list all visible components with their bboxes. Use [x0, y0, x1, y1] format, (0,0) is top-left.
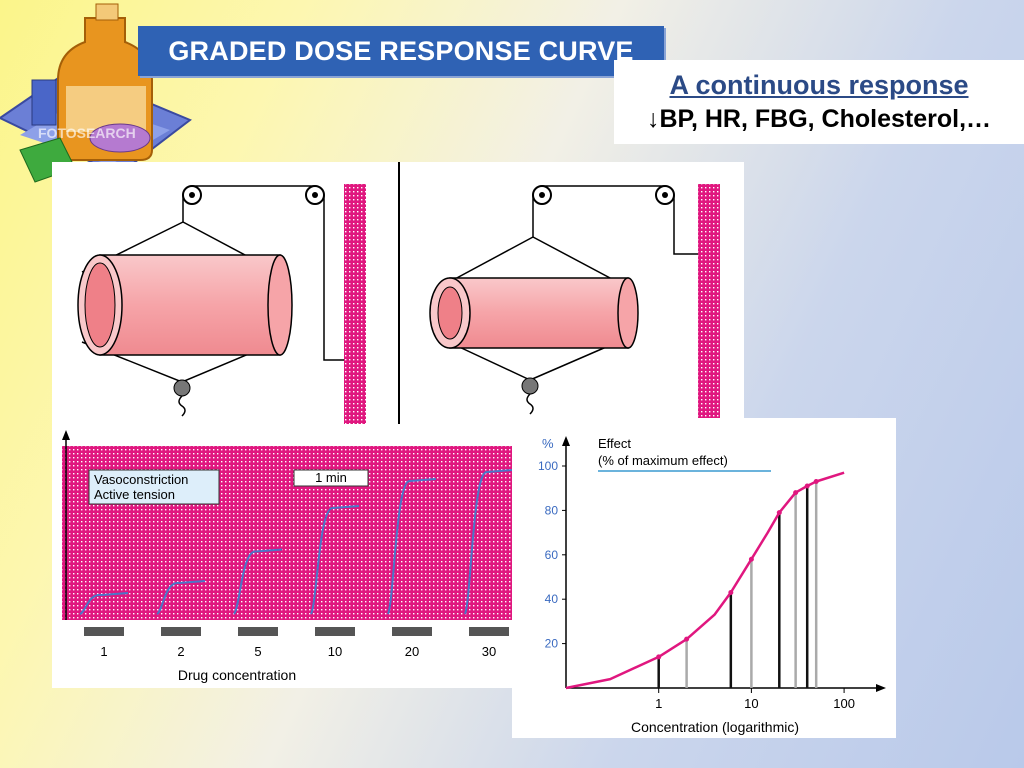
chart-ylabel-line2: (% of maximum effect) [598, 453, 728, 468]
curve-point-4 [748, 556, 754, 562]
tracing-xlabel: Drug concentration [178, 667, 296, 683]
y-tick-label-60: 60 [545, 548, 559, 562]
dose-response-chart: 20 40 60 80 100 1 10 100 % Effect (% of maximum… [512, 418, 896, 738]
response-trace-6 [464, 469, 514, 615]
slide-title: GRADED DOSE RESPONSE CURVE [168, 36, 634, 66]
dose-label-6: 30 [482, 644, 496, 659]
dose-label-5: 20 [405, 644, 419, 659]
x-tick-label-100: 100 [833, 696, 855, 711]
curve-point-7 [804, 483, 810, 489]
dose-bar-3 [238, 627, 278, 636]
curve-point-6 [793, 490, 799, 496]
curve-point-3 [728, 590, 734, 596]
response-trace-3 [233, 548, 283, 615]
y-tick-label-40: 40 [545, 592, 559, 606]
dose-bar-6 [469, 627, 509, 636]
curve-point-2 [684, 636, 690, 642]
y-axis-arrow [562, 436, 570, 446]
watermark-text: FOTOSEARCH [38, 125, 136, 141]
dose-bar-5 [392, 627, 432, 636]
x-tick-label-10: 10 [744, 696, 758, 711]
subtitle-box: A continuous response ↓BP, HR, FBG, Chol… [614, 60, 1024, 144]
tension-tracing-chart: Vasoconstriction Active tension 1 min 1 2… [52, 424, 522, 688]
label-active-tension: Active tension [94, 487, 175, 502]
label-vasoconstriction: Vasoconstriction [94, 472, 188, 487]
label-box [88, 469, 220, 505]
curve-point-1 [656, 654, 662, 660]
y-tick-label-20: 20 [545, 637, 559, 651]
chart-ylabel-line1: Effect [598, 436, 631, 451]
time-marker-box [293, 469, 369, 487]
dose-bar-4 [315, 627, 355, 636]
dose-bar-2 [161, 627, 201, 636]
response-trace-5 [387, 478, 437, 615]
x-axis-arrow [876, 684, 886, 692]
dose-label-1: 1 [100, 644, 107, 659]
subtitle-examples: ↓BP, HR, FBG, Cholesterol,… [646, 105, 992, 133]
chart-xlabel: Concentration (logarithmic) [631, 719, 799, 735]
dose-label-4: 10 [328, 644, 342, 659]
subtitle-heading: A continuous response [669, 70, 969, 100]
dose-label-2: 2 [177, 644, 184, 659]
x-tick-label-1: 1 [655, 696, 662, 711]
dose-bar-1 [84, 627, 124, 636]
dose-label-3: 5 [254, 644, 261, 659]
curve-point-8 [813, 479, 819, 485]
response-trace-1 [79, 592, 129, 615]
response-trace-4 [310, 505, 360, 615]
y-tick-label-80: 80 [545, 503, 559, 517]
dose-response-curve [565, 471, 845, 690]
y-tick-label-100: 100 [538, 459, 558, 473]
time-marker: 1 min [315, 470, 347, 485]
title-banner: GRADED DOSE RESPONSE CURVE [138, 26, 664, 76]
curve-point-5 [776, 510, 782, 516]
relaxed-vessel [77, 184, 366, 424]
response-trace-2 [156, 580, 206, 615]
vessel-apparatus-diagram [52, 162, 744, 424]
constricted-vessel [429, 184, 720, 424]
chart-ylabel-unit: % [542, 436, 554, 451]
